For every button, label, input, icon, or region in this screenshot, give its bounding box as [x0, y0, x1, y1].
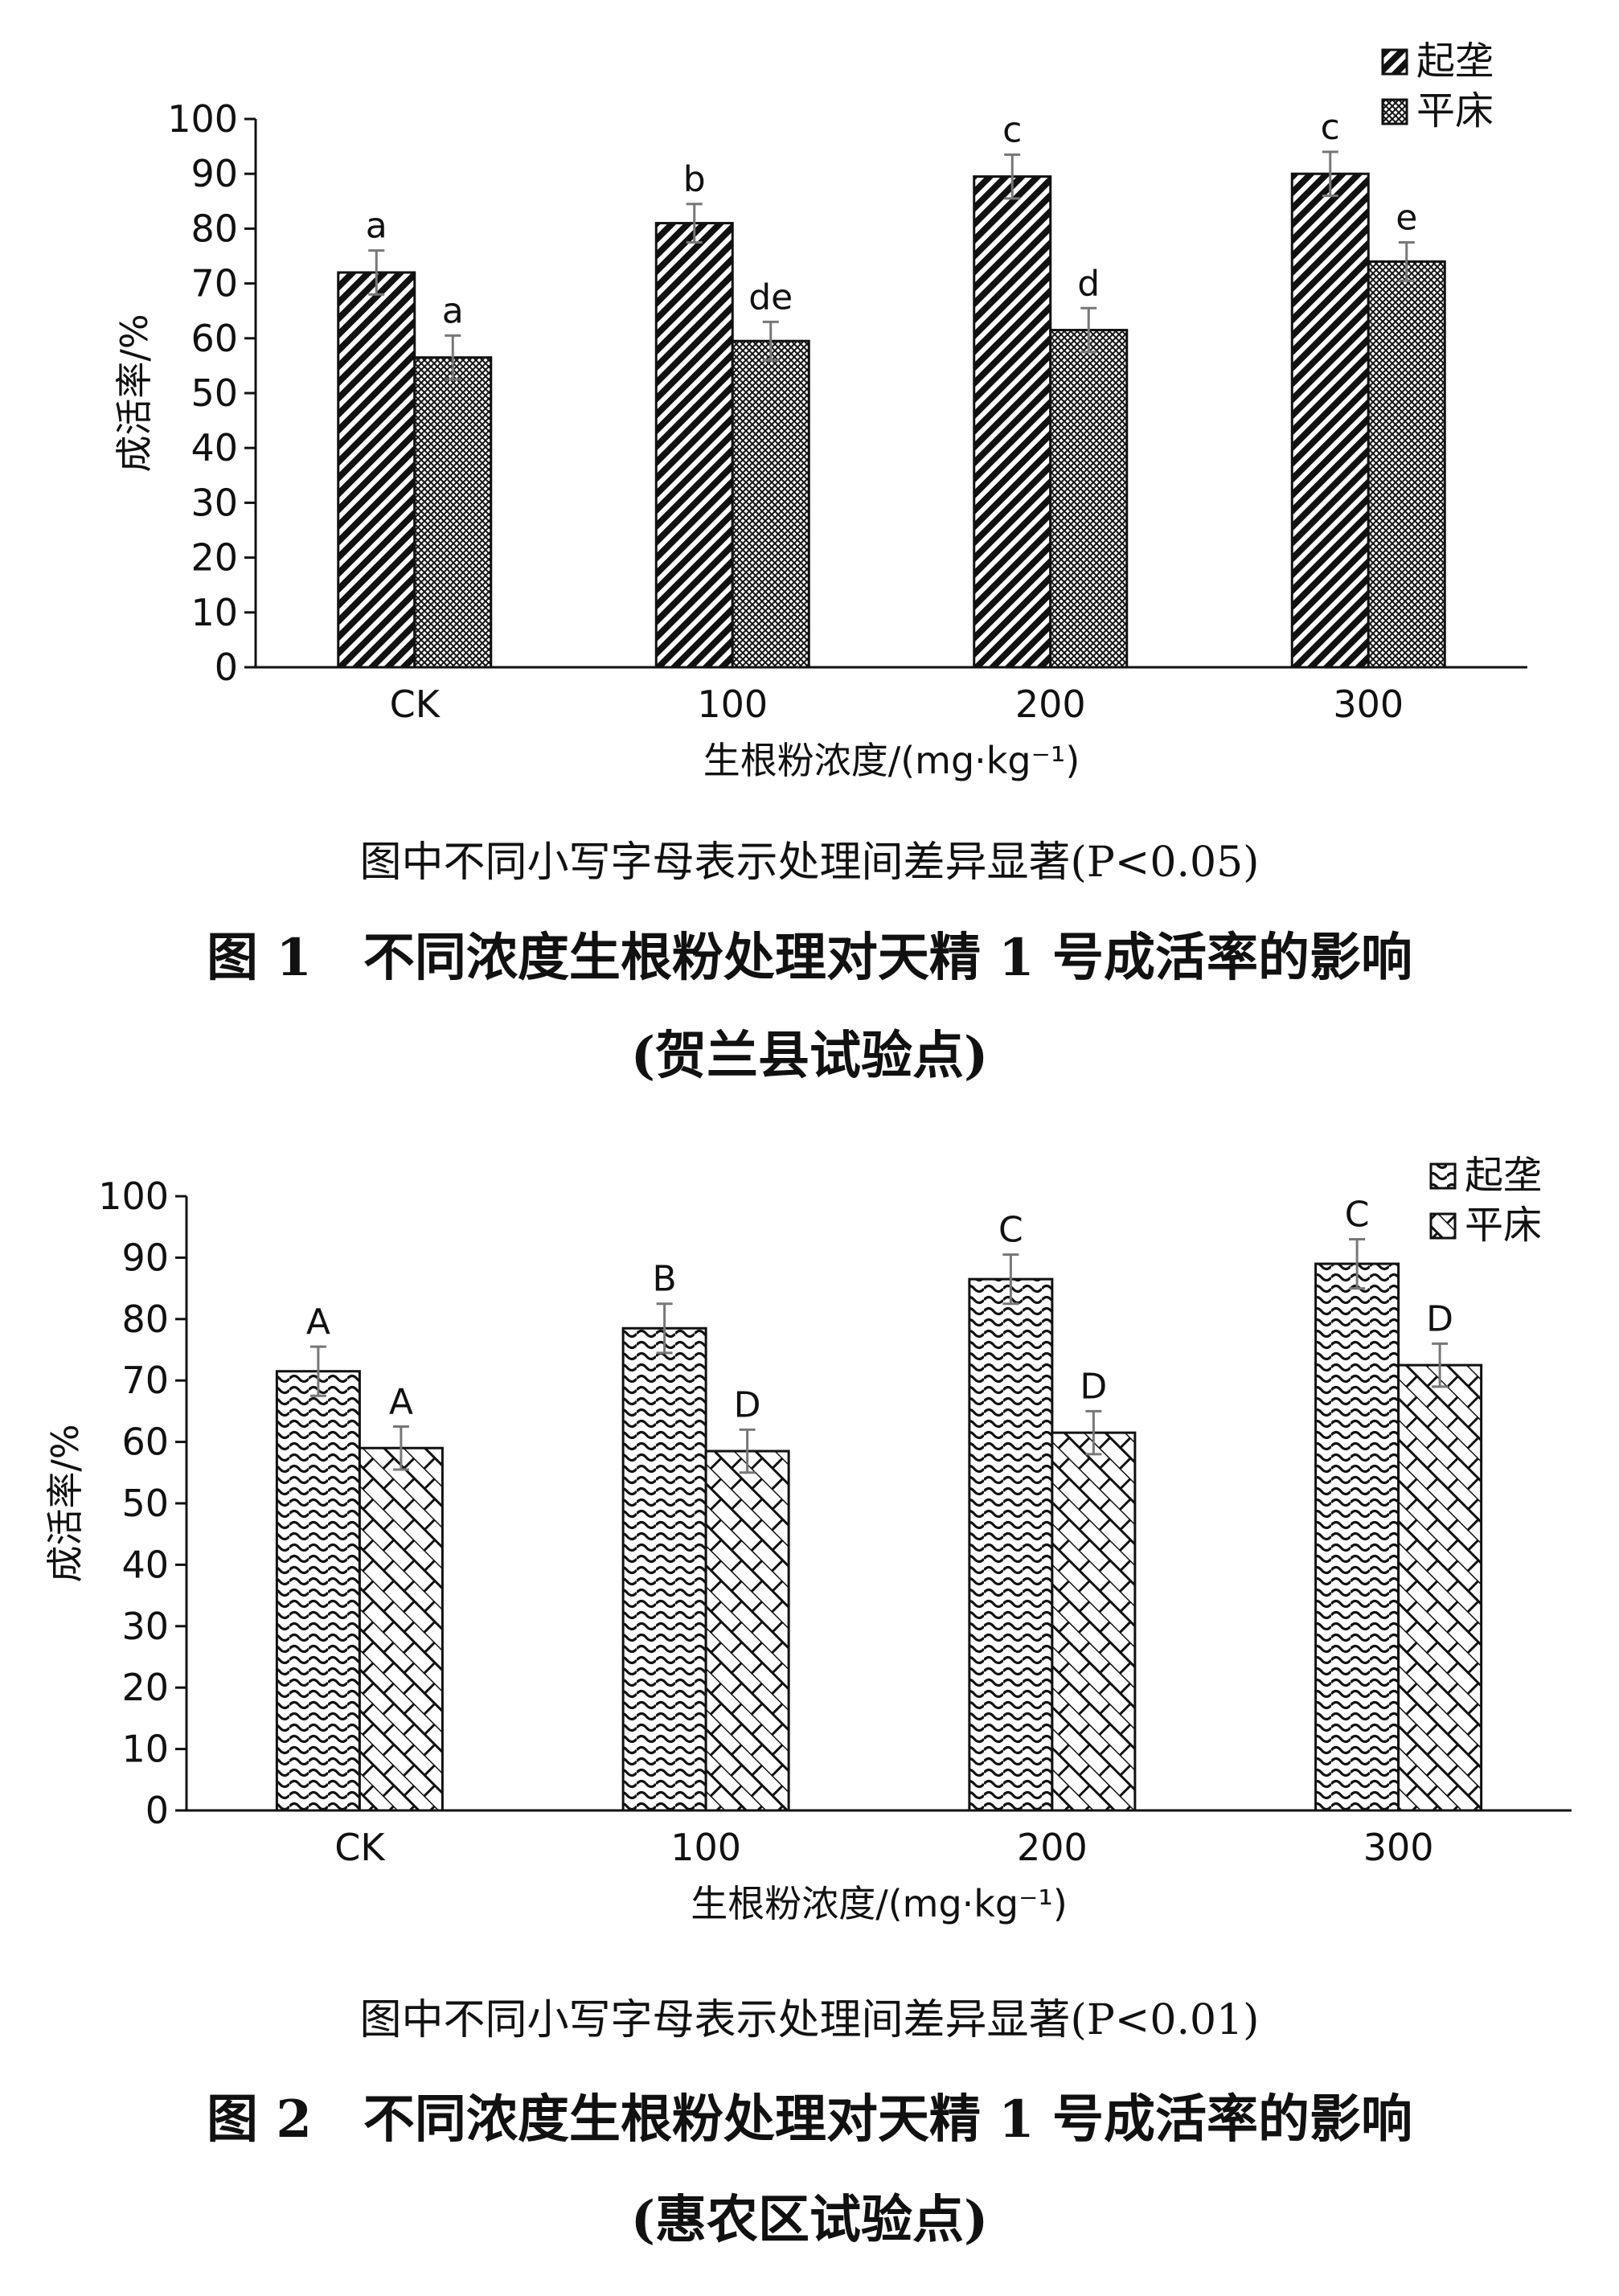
- error-bar: [1002, 1253, 1019, 1306]
- bar-series1: [337, 271, 416, 669]
- significance-label: D: [734, 1384, 761, 1425]
- error-bar: [1080, 306, 1097, 354]
- y-tick-label: 100: [167, 97, 238, 141]
- y-tick-label: 70: [191, 262, 238, 305]
- bar-series1: [621, 1326, 707, 1812]
- chart-1-survival-rate-helan: 0 10 20 30 40 50 60 70 80 90 100 CK a a 100 b de 200 c d 300…: [113, 39, 1527, 782]
- significance-label: C: [998, 1210, 1023, 1251]
- y-axis-title: 成活率/%: [43, 1424, 87, 1582]
- x-tick-label: 100: [670, 1826, 741, 1869]
- error-bar: [1004, 153, 1021, 200]
- significance-label: de: [748, 277, 793, 318]
- y-tick-label: 10: [191, 591, 238, 634]
- chart-2-caption-line1: 图 2 不同浓度生根粉处理对天精 1 号成活率的影响: [207, 2089, 1412, 2150]
- significance-label: A: [389, 1382, 413, 1423]
- y-tick-label: 50: [191, 371, 238, 415]
- y-tick-label: 100: [98, 1175, 169, 1218]
- error-bar: [392, 1425, 409, 1471]
- bar-series2: [1051, 1431, 1137, 1812]
- error-bar: [1085, 1409, 1102, 1456]
- significance-label: a: [442, 290, 464, 331]
- x-tick-label: 300: [1363, 1826, 1434, 1869]
- significance-label: D: [1426, 1298, 1453, 1339]
- y-tick-label: 0: [146, 1789, 169, 1832]
- bar-series2: [413, 356, 493, 669]
- bar-series2: [1397, 1363, 1483, 1812]
- error-bar: [656, 1302, 673, 1355]
- significance-label: e: [1396, 197, 1417, 238]
- error-bar: [445, 334, 461, 381]
- bar-series2: [731, 339, 810, 669]
- bar-series1: [1314, 1262, 1400, 1812]
- significance-label: d: [1077, 263, 1100, 304]
- error-bar: [739, 1428, 756, 1474]
- bar-series1: [1290, 172, 1370, 669]
- y-tick-label: 40: [121, 1543, 169, 1586]
- significance-label: c: [1002, 109, 1022, 150]
- x-tick-label: 200: [1017, 1826, 1088, 1869]
- chart-1-note: 图中不同小写字母表示处理间差异显著(P<0.05): [359, 838, 1260, 887]
- error-bar: [1398, 240, 1415, 282]
- y-tick-label: 30: [191, 481, 238, 524]
- legend-swatch: [1429, 1162, 1457, 1190]
- y-tick-label: 50: [121, 1482, 169, 1525]
- x-axis-title: 生根粉浓度/(mg·kg⁻¹): [703, 739, 1080, 782]
- y-axis-title: 成活率/%: [113, 314, 156, 472]
- significance-label: D: [1080, 1366, 1107, 1407]
- y-tick-label: 30: [121, 1605, 169, 1648]
- x-tick-label: CK: [390, 683, 441, 726]
- legend-swatch: [1429, 1212, 1457, 1240]
- bar-series2: [704, 1449, 790, 1812]
- y-tick-label: 20: [191, 536, 238, 580]
- y-tick-label: 40: [191, 426, 238, 469]
- significance-label: B: [653, 1259, 677, 1300]
- bar-series2: [1049, 329, 1129, 669]
- x-tick-label: 300: [1333, 683, 1404, 726]
- chart-1-caption-line1: 图 1 不同浓度生根粉处理对天精 1 号成活率的影响: [207, 928, 1412, 988]
- y-tick-label: 80: [191, 207, 238, 250]
- legend-label: 平床: [1465, 1203, 1542, 1248]
- x-tick-label: 100: [697, 683, 768, 726]
- chart-2-survival-rate-huinong: 0 10 20 30 40 50 60 70 80 90 100 CK A A 100 B D 200 C D 300 C…: [43, 1153, 1572, 1925]
- bar-series1: [973, 175, 1052, 669]
- significance-label: C: [1345, 1194, 1370, 1235]
- significance-label: c: [1321, 107, 1340, 148]
- y-tick-label: 90: [191, 152, 238, 195]
- y-tick-label: 60: [121, 1421, 169, 1464]
- y-tick-label: 20: [121, 1666, 169, 1709]
- significance-label: b: [683, 159, 706, 200]
- y-tick-label: 70: [121, 1359, 169, 1402]
- chart-1-caption-line2: (贺兰县试验点): [630, 1026, 989, 1086]
- chart-2-note: 图中不同小写字母表示处理间差异显著(P<0.01): [359, 1996, 1260, 2044]
- error-bar: [686, 203, 703, 244]
- significance-label: a: [366, 206, 387, 247]
- y-tick-label: 90: [121, 1236, 169, 1279]
- error-bar: [309, 1345, 326, 1397]
- legend-label: 平床: [1416, 88, 1494, 133]
- legend-swatch: [1381, 48, 1408, 76]
- y-tick-label: 80: [121, 1298, 169, 1341]
- y-tick-label: 0: [215, 646, 238, 689]
- x-tick-label: CK: [334, 1826, 386, 1869]
- error-bar: [1432, 1342, 1449, 1388]
- error-bar: [762, 320, 779, 362]
- legend-label: 起垄: [1416, 39, 1494, 84]
- bar-series2: [1367, 260, 1446, 669]
- bar-series1: [968, 1277, 1054, 1812]
- error-bar: [1349, 1237, 1366, 1290]
- bar-series1: [275, 1370, 361, 1812]
- y-tick-label: 10: [121, 1728, 169, 1771]
- error-bar: [1322, 150, 1338, 197]
- legend-swatch: [1381, 98, 1408, 125]
- x-axis-title: 生根粉浓度/(mg·kg⁻¹): [691, 1882, 1068, 1925]
- chart-2-caption-line2: (惠农区试验点): [630, 2190, 989, 2250]
- legend-label: 起垄: [1465, 1153, 1542, 1198]
- error-bar: [368, 249, 385, 296]
- significance-label: A: [306, 1302, 330, 1343]
- bar-series1: [654, 222, 734, 669]
- y-tick-label: 60: [191, 317, 238, 360]
- bar-series2: [358, 1446, 444, 1812]
- x-tick-label: 200: [1015, 683, 1086, 726]
